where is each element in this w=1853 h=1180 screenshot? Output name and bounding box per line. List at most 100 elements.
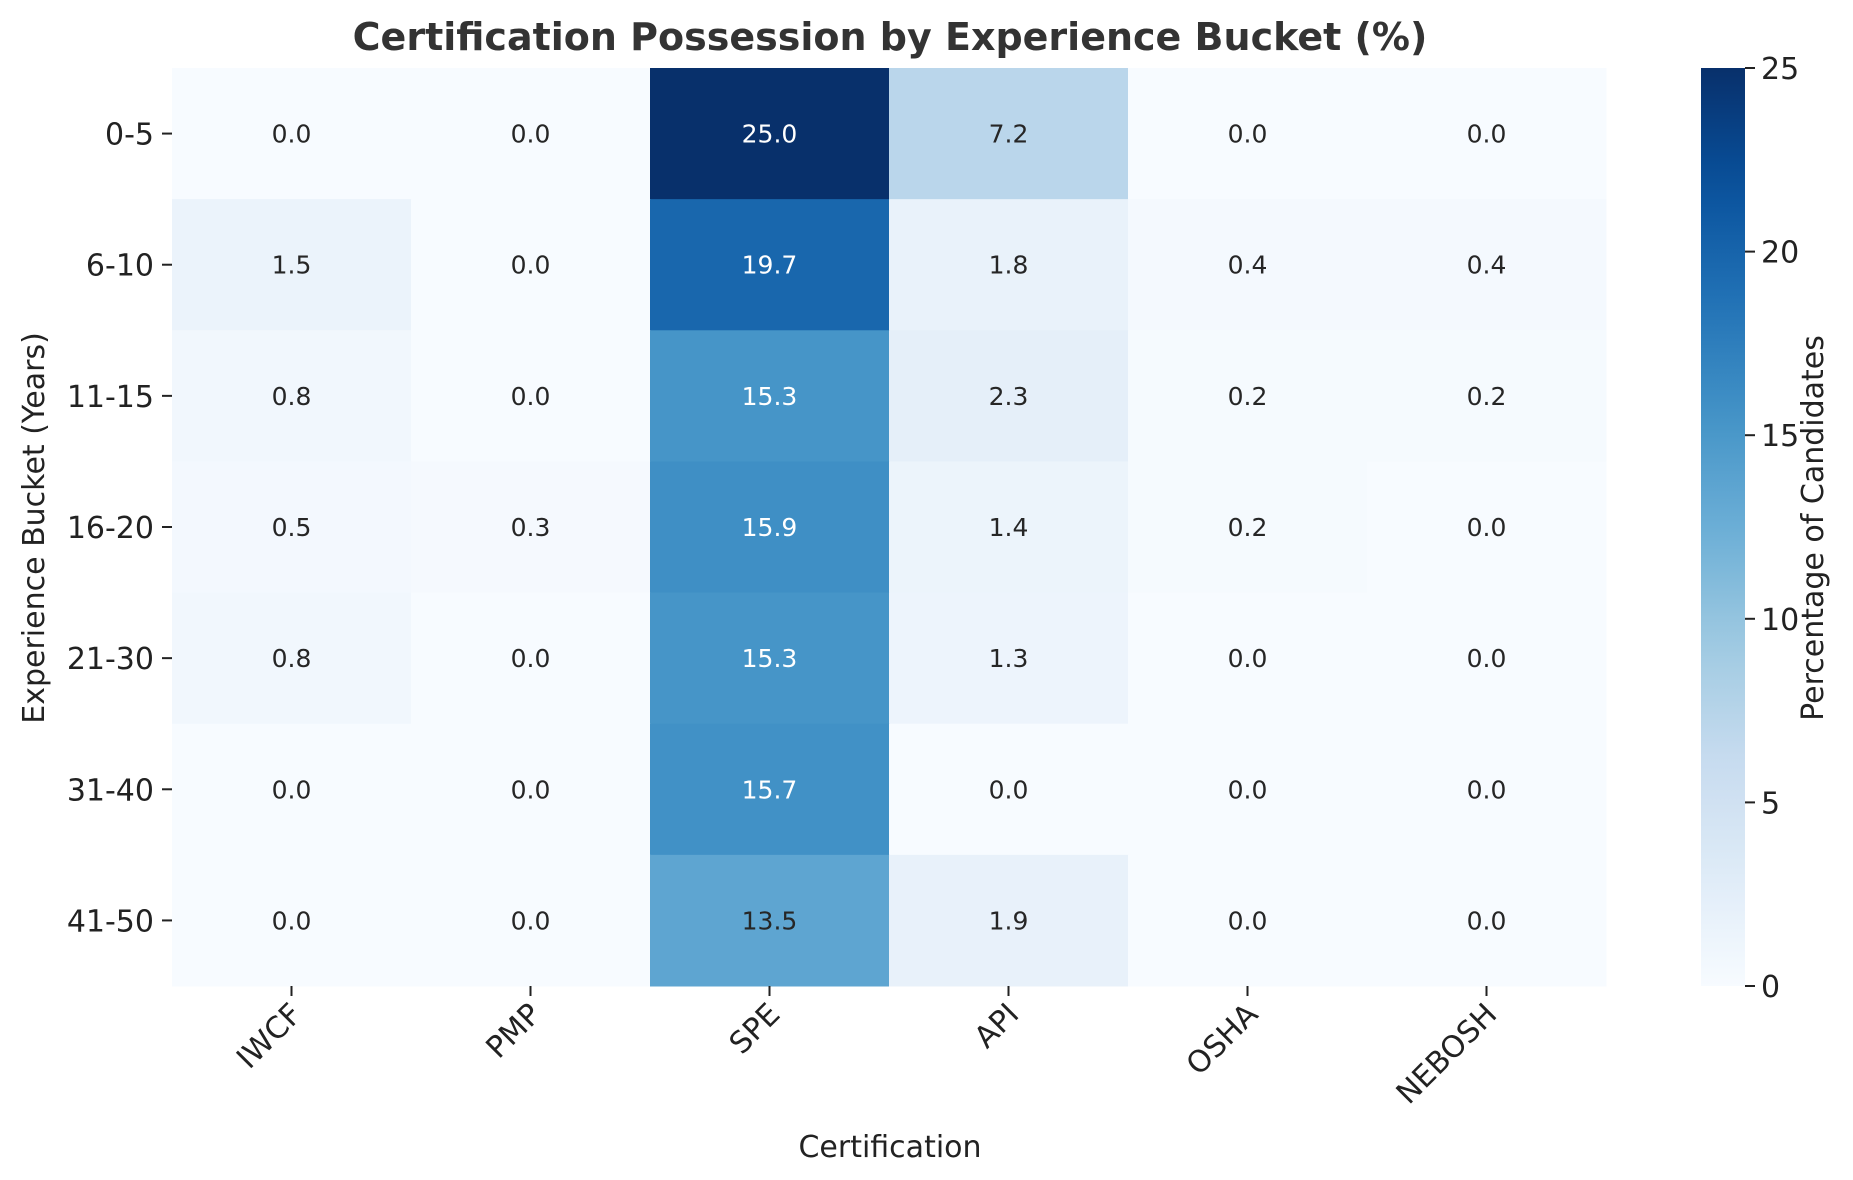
cell-value-label: 0.5 [272,513,312,542]
heatmap-cell [411,592,651,725]
y-tick-label: 11-15 [67,380,154,415]
heatmap-cell [1128,723,1368,856]
heatmap-cell [1367,592,1607,725]
cell-value-label: 0.0 [511,644,551,673]
heatmap-cell [889,592,1129,725]
cell-value-label: 0.0 [1467,775,1507,804]
heatmap-cell [172,461,412,594]
x-tick-label: NEBOSH [1390,997,1504,1111]
heatmap-cell [650,592,890,725]
colorbar-tick-label: 10 [1761,603,1799,638]
x-tick-label: IWCF [230,997,309,1076]
cell-value-label: 0.0 [272,775,312,804]
heatmap-cell [1128,330,1368,462]
cell-value-label: 0.0 [511,382,551,411]
cell-value-label: 0.0 [1228,120,1268,149]
cell-value-label: 0.0 [1228,644,1268,673]
cell-value-label: 1.5 [272,251,312,280]
cell-value-label: 1.4 [989,513,1029,542]
colorbar-tick-label: 20 [1761,236,1799,271]
cell-value-label: 0.0 [1228,906,1268,935]
y-tick-label: 6-10 [86,249,154,284]
cell-value-label: 0.0 [1467,906,1507,935]
cell-value-label: 15.7 [742,775,798,804]
cell-value-label: 2.3 [989,382,1029,411]
cell-value-label: 0.0 [1467,120,1507,149]
heatmap-cell [1128,199,1368,331]
heatmap-cell [889,330,1129,462]
cell-value-label: 0.0 [272,120,312,149]
heatmap-cell [650,854,890,987]
y-axis: 0-5 6-10 11-15 16-20 21-30 31-40 41-50 [67,118,172,939]
cell-value-label: 25.0 [742,120,798,149]
colorbar-tick-label: 5 [1761,786,1780,821]
heatmap-cells [172,68,1607,987]
cell-value-label: 0.2 [1228,513,1268,542]
heatmap-cell [1367,854,1607,987]
x-tick-label: API [968,997,1026,1055]
cell-value-label: 0.4 [1467,251,1507,280]
cell-value-label: 1.8 [989,251,1029,280]
heatmap-cell [889,723,1129,856]
cell-value-label: 0.0 [272,906,312,935]
cell-value-label: 0.0 [511,120,551,149]
y-tick-label: 21-30 [67,642,154,677]
cell-value-label: 15.3 [742,382,798,411]
heatmap-cell [889,68,1129,200]
y-tick-label: 31-40 [67,773,154,808]
heatmap-cell [650,461,890,594]
cell-value-label: 0.8 [272,382,312,411]
y-axis-label: Experience Bucket (Years) [17,332,52,724]
heatmap-cell [889,854,1129,987]
heatmap-cell [1128,854,1368,987]
heatmap-cell [411,461,651,594]
cell-value-label: 0.8 [272,644,312,673]
cell-value-label: 0.0 [511,775,551,804]
heatmap-cell [1367,461,1607,594]
heatmap-cell [1367,199,1607,331]
heatmap-cell [650,199,890,331]
heatmap-cell [172,592,412,725]
cell-value-label: 0.0 [1228,775,1268,804]
heatmap-cell [889,461,1129,594]
y-tick-label: 41-50 [67,904,154,939]
x-tick-label: SPE [723,997,787,1061]
cell-value-label: 7.2 [989,120,1029,149]
cell-value-label: 15.3 [742,644,798,673]
y-tick-label: 0-5 [105,118,154,153]
x-axis-label: Certification [798,1130,981,1165]
heatmap-cell [1128,461,1368,594]
heatmap-cell [1367,68,1607,200]
heatmap-cell [411,854,651,987]
chart-title: Certification Possession by Experience B… [353,15,1428,59]
cell-value-label: 1.9 [989,906,1029,935]
cell-value-label: 15.9 [742,513,798,542]
heatmap-cell [172,854,412,987]
colorbar-tick-label: 15 [1761,419,1799,454]
cell-value-label: 0.2 [1467,382,1507,411]
cell-value-label: 0.0 [989,775,1029,804]
heatmap-cell [1128,68,1368,200]
heatmap-cell [889,199,1129,331]
cell-value-label: 0.0 [1467,644,1507,673]
heatmap-cell [650,330,890,462]
heatmap-cell [411,723,651,856]
heatmap-cell-labels: 0.0 0.0 25.0 7.2 0.0 0.0 1.5 0.0 19.7 1.8 0.4 0.4 0.… [272,120,1507,936]
heatmap-cell [1367,723,1607,856]
x-tick-label: PMP [480,997,549,1066]
colorbar: 0 5 10 15 20 25 [1701,52,1799,1005]
heatmap-cell [172,330,412,462]
heatmap-cell [650,723,890,856]
colorbar-tick-label: 0 [1761,970,1780,1005]
cell-value-label: 0.4 [1228,251,1268,280]
heatmap-cell [411,68,651,200]
heatmap-cell [411,199,651,331]
heatmap-cell [172,199,412,331]
heatmap-cell [650,68,890,200]
cell-value-label: 1.3 [989,644,1029,673]
cell-value-label: 0.3 [511,513,551,542]
cell-value-label: 0.0 [511,251,551,280]
heatmap-cell [172,723,412,856]
cell-value-label: 19.7 [742,251,798,280]
